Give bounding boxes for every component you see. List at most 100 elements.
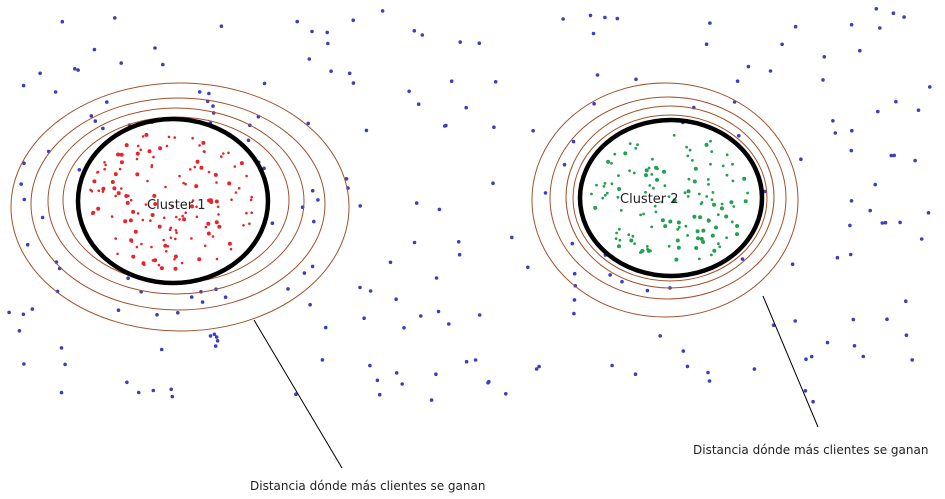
cluster-2-point bbox=[697, 257, 701, 261]
customer-point bbox=[707, 379, 712, 383]
customer-point bbox=[434, 372, 438, 377]
cluster-1-point bbox=[144, 132, 149, 137]
customer-point bbox=[407, 89, 411, 94]
customer-point bbox=[394, 371, 399, 375]
cluster-1-point bbox=[120, 187, 123, 190]
customer-point bbox=[295, 19, 300, 24]
customer-point bbox=[101, 126, 105, 131]
cluster-1-point bbox=[206, 231, 211, 236]
customer-point bbox=[219, 24, 224, 29]
customer-point bbox=[885, 317, 889, 322]
cluster-2-point bbox=[644, 173, 648, 178]
customer-point bbox=[394, 297, 398, 302]
customer-point bbox=[126, 276, 130, 281]
cluster-2-point bbox=[735, 224, 740, 228]
cluster-1-point bbox=[151, 259, 155, 262]
customer-point bbox=[526, 265, 530, 270]
cluster-1-annotation: Distancia dónde más clientes se ganan bbox=[250, 479, 485, 493]
cluster-1-point bbox=[195, 215, 199, 219]
cluster-1-point bbox=[92, 179, 97, 184]
customer-point bbox=[358, 204, 363, 208]
cluster-1-point bbox=[157, 263, 161, 267]
customer-point bbox=[368, 363, 372, 368]
customer-point bbox=[591, 31, 596, 36]
customer-point bbox=[780, 42, 784, 47]
customer-point bbox=[200, 300, 205, 304]
cluster-2-point bbox=[634, 146, 638, 150]
customer-point bbox=[351, 81, 356, 85]
cluster-1-point bbox=[215, 181, 218, 184]
customer-point bbox=[804, 357, 808, 362]
cluster-2-point bbox=[683, 191, 687, 195]
cluster-1-point bbox=[125, 200, 130, 205]
customer-point bbox=[803, 389, 808, 393]
cluster-1-point bbox=[216, 205, 220, 209]
cluster-1-point bbox=[149, 219, 152, 222]
customer-point bbox=[77, 168, 82, 172]
cluster-2-point bbox=[617, 187, 622, 191]
cluster-1-point bbox=[167, 135, 171, 139]
cluster-2-point bbox=[616, 195, 620, 199]
cluster-1-point bbox=[193, 165, 197, 169]
cluster-2-point bbox=[631, 234, 635, 238]
customer-point bbox=[645, 288, 650, 293]
cluster-1-point bbox=[229, 247, 233, 251]
customer-point bbox=[119, 61, 123, 65]
customer-point bbox=[347, 71, 352, 76]
customer-point bbox=[916, 108, 921, 112]
cluster-1-point bbox=[159, 266, 164, 271]
cluster-2-point bbox=[705, 195, 709, 198]
customer-point bbox=[436, 309, 441, 314]
cluster-2-point bbox=[642, 212, 645, 216]
cluster-1-point bbox=[222, 152, 225, 155]
cluster-2-point bbox=[645, 245, 649, 248]
cluster-1-ring-outer bbox=[10, 82, 350, 332]
customer-point bbox=[537, 364, 541, 369]
customer-point bbox=[113, 16, 117, 20]
cluster-2-point bbox=[647, 166, 651, 170]
cluster-1-point bbox=[175, 231, 178, 235]
cluster-1-point bbox=[182, 181, 185, 185]
cluster-1-point bbox=[173, 136, 176, 139]
customer-point bbox=[323, 325, 328, 330]
cluster-1-point bbox=[182, 217, 187, 222]
customer-point bbox=[595, 73, 600, 77]
cluster-1-point bbox=[124, 194, 129, 198]
customer-point bbox=[457, 252, 462, 257]
customer-point bbox=[902, 15, 906, 19]
customer-point bbox=[302, 271, 307, 275]
customer-point bbox=[213, 344, 218, 348]
cluster-2-point bbox=[725, 173, 729, 177]
customer-point bbox=[380, 9, 385, 13]
cluster-2-point bbox=[650, 173, 654, 176]
cluster-1-point bbox=[191, 199, 195, 202]
customer-point bbox=[876, 109, 880, 114]
cluster-1-point bbox=[157, 224, 162, 229]
cluster-1-point bbox=[116, 252, 119, 256]
cluster-1-point bbox=[103, 161, 106, 164]
cluster-2-point bbox=[695, 229, 700, 234]
customer-point bbox=[880, 221, 885, 225]
cluster-2-point bbox=[711, 191, 715, 194]
cluster-1-point bbox=[245, 174, 248, 178]
cluster-1-point bbox=[175, 215, 178, 219]
cluster-2-point bbox=[676, 228, 680, 231]
customer-point bbox=[38, 71, 42, 76]
cluster-2-point bbox=[731, 162, 734, 166]
cluster-1-point bbox=[118, 167, 122, 171]
cluster-1-point bbox=[164, 185, 167, 189]
customer-point bbox=[883, 220, 888, 225]
cluster-2-point bbox=[654, 210, 658, 214]
customer-point bbox=[572, 298, 577, 302]
customer-point bbox=[447, 322, 451, 326]
cluster-2-point bbox=[721, 164, 725, 168]
cluster-2-point bbox=[674, 257, 679, 262]
customer-point bbox=[831, 119, 835, 123]
cluster-1-point bbox=[130, 240, 134, 243]
cluster-1-point bbox=[101, 186, 106, 191]
cluster-1-point bbox=[104, 163, 107, 167]
cluster-2-point bbox=[633, 242, 636, 246]
cluster-1-point bbox=[119, 152, 124, 157]
cluster-2-point bbox=[667, 244, 671, 248]
customer-point bbox=[306, 121, 311, 126]
